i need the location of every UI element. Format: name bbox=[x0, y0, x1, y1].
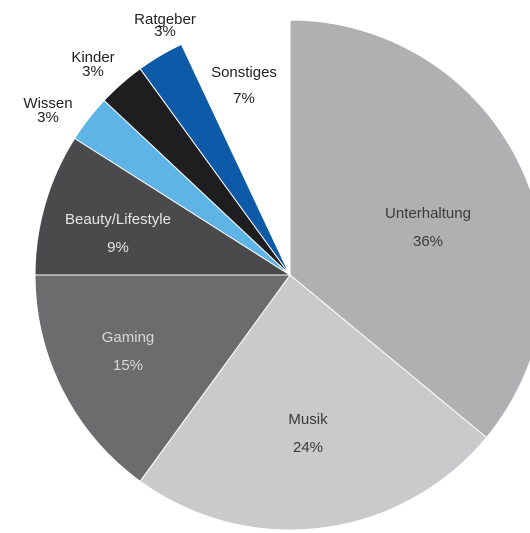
pie-slice-gaming bbox=[34, 274, 291, 482]
pie-slice-unterhaltung bbox=[289, 19, 530, 439]
pie-slices bbox=[34, 19, 530, 531]
slice-label: Unterhaltung bbox=[385, 205, 471, 222]
slice-value-label: 9% bbox=[107, 239, 129, 256]
slice-label: Kinder bbox=[71, 49, 114, 66]
slice-label: Beauty/Lifestyle bbox=[65, 211, 171, 228]
slice-value-label: 3% bbox=[37, 109, 59, 126]
slice-value-label: 36% bbox=[413, 233, 443, 250]
slice-value-label: 3% bbox=[82, 63, 104, 80]
slice-label: Ratgeber bbox=[134, 11, 196, 28]
slice-label: Wissen bbox=[23, 95, 72, 112]
slice-value-label: 7% bbox=[233, 90, 255, 107]
slice-value-label: 24% bbox=[293, 439, 323, 456]
slice-value-label: 3% bbox=[154, 23, 176, 40]
pie-slice-sonstiges bbox=[180, 19, 291, 276]
slice-value-label: 15% bbox=[113, 357, 143, 374]
pie-labels: Unterhaltung 36% Musik 24% Gaming 15% Beauty/L… bbox=[23, 11, 471, 456]
slice-label: Musik bbox=[288, 411, 328, 428]
slice-label: Sonstiges bbox=[211, 64, 277, 81]
pie-slice-beauty-lifestyle bbox=[34, 137, 292, 276]
pie-slice-musik bbox=[139, 274, 488, 531]
slice-label: Gaming bbox=[102, 329, 155, 346]
